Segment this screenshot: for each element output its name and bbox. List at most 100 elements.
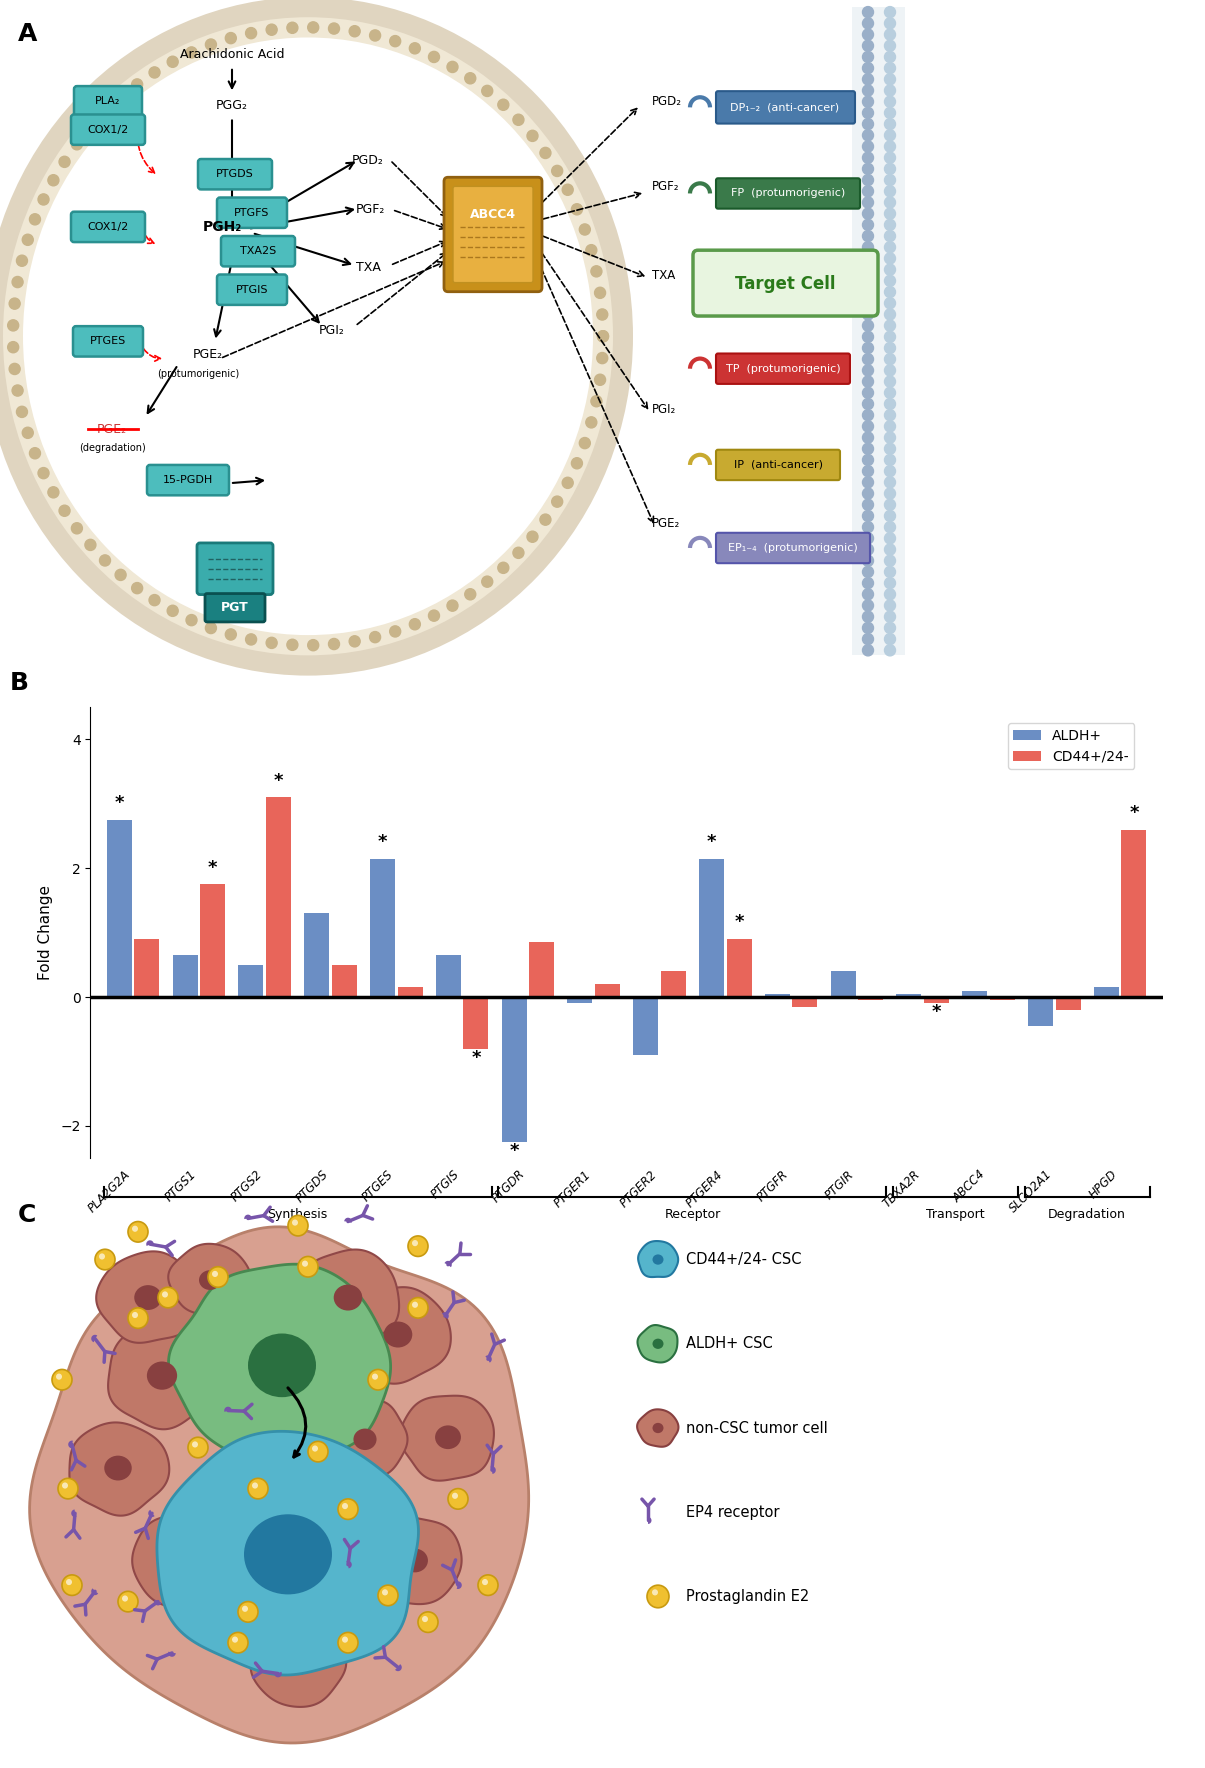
Circle shape [884,320,895,331]
Circle shape [863,566,874,578]
Circle shape [7,320,19,331]
Circle shape [447,599,458,612]
Polygon shape [30,1227,529,1743]
Bar [239,965,264,997]
Circle shape [368,1370,388,1390]
FancyBboxPatch shape [74,87,142,117]
Circle shape [158,1287,178,1308]
Circle shape [884,522,895,532]
Circle shape [863,320,874,331]
Circle shape [513,115,524,126]
Circle shape [422,1616,428,1623]
Text: *: * [1129,804,1139,822]
FancyBboxPatch shape [716,179,860,209]
Circle shape [863,364,874,377]
Bar [266,797,292,997]
Circle shape [71,523,82,534]
Circle shape [408,1236,428,1257]
Ellipse shape [286,1651,311,1674]
Circle shape [586,417,596,428]
Legend: ALDH+, CD44+/24-: ALDH+, CD44+/24- [1007,723,1134,769]
Circle shape [884,633,895,645]
Circle shape [863,18,874,28]
Circle shape [447,62,458,72]
Circle shape [465,589,476,599]
Circle shape [337,1499,358,1519]
Circle shape [884,85,895,95]
Circle shape [863,421,874,431]
Circle shape [863,41,874,51]
Circle shape [52,1370,72,1390]
FancyBboxPatch shape [693,251,878,316]
Ellipse shape [199,1269,221,1291]
Text: PGG₂: PGG₂ [216,99,248,111]
Circle shape [884,364,895,377]
Circle shape [884,499,895,511]
Circle shape [884,555,895,566]
Circle shape [482,1579,488,1586]
Polygon shape [108,1324,217,1429]
Circle shape [884,108,895,118]
Circle shape [863,387,874,398]
Bar [793,997,817,1006]
Circle shape [580,225,590,235]
Circle shape [308,1441,328,1462]
FancyBboxPatch shape [716,354,850,384]
Text: Receptor: Receptor [664,1208,721,1222]
Circle shape [563,477,574,488]
Circle shape [863,454,874,465]
Text: PGI₂: PGI₂ [652,403,676,415]
Bar [172,955,198,997]
Circle shape [863,230,874,242]
Bar [1056,997,1081,1010]
Circle shape [863,410,874,421]
Circle shape [884,612,895,622]
Ellipse shape [23,37,593,635]
Circle shape [863,444,874,454]
Circle shape [48,486,59,499]
Circle shape [863,354,874,364]
Circle shape [131,583,142,594]
FancyBboxPatch shape [716,92,856,124]
Circle shape [863,219,874,230]
FancyBboxPatch shape [716,449,840,481]
Circle shape [884,95,895,108]
Bar [1094,987,1118,997]
Ellipse shape [147,1361,177,1390]
Circle shape [863,309,874,320]
Circle shape [540,514,551,525]
Circle shape [863,7,874,18]
Circle shape [863,522,874,532]
Circle shape [167,57,178,67]
Circle shape [884,431,895,444]
Text: *: * [377,833,387,850]
Circle shape [448,1489,468,1510]
Circle shape [248,1478,268,1499]
Bar [924,997,950,1004]
Circle shape [225,629,236,640]
Circle shape [228,1632,248,1653]
Circle shape [342,1503,348,1510]
Circle shape [863,286,874,297]
Text: *: * [510,1142,519,1160]
Circle shape [205,39,217,50]
Circle shape [12,385,23,396]
Bar [464,997,488,1048]
Y-axis label: Fold Change: Fold Change [39,886,53,979]
Text: PLA₂: PLA₂ [95,95,121,106]
Circle shape [167,605,178,617]
FancyBboxPatch shape [71,115,145,145]
Circle shape [186,615,196,626]
Polygon shape [251,1621,346,1706]
Text: ALDH+ CSC: ALDH+ CSC [686,1337,772,1351]
Circle shape [242,1605,248,1612]
Circle shape [95,1250,114,1269]
Circle shape [884,196,895,209]
Circle shape [378,1586,398,1605]
Circle shape [863,28,874,41]
Circle shape [71,138,82,150]
FancyBboxPatch shape [453,186,533,283]
Text: 15-PGDH: 15-PGDH [163,476,213,484]
Ellipse shape [169,1547,195,1574]
Polygon shape [157,1432,418,1674]
